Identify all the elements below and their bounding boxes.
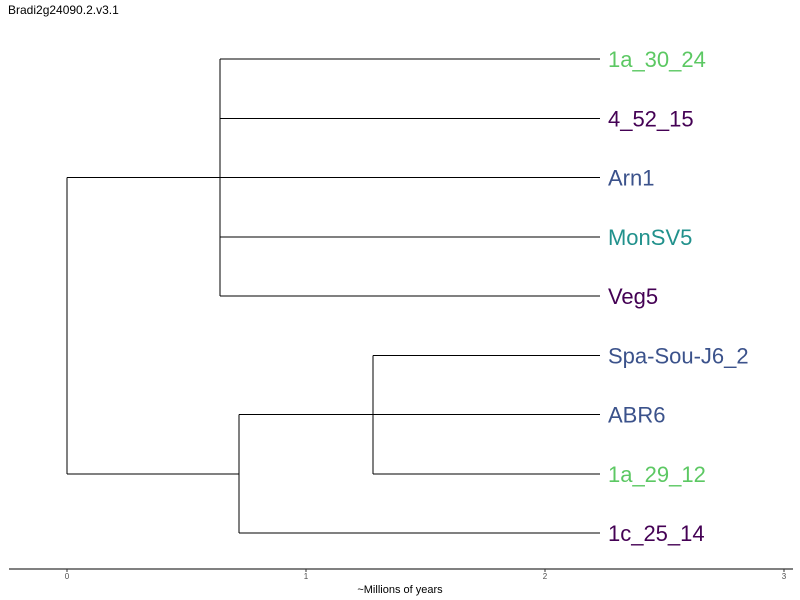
tip-label: Spa-Sou-J6_2 [608,343,749,368]
tip-label: ABR6 [608,403,665,428]
chart-title: Bradi2g24090.2.v3.1 [8,3,119,17]
tip-label: MonSV5 [608,225,692,250]
x-axis-ticks: 0 1 2 3 [65,569,787,581]
tip-label: 1a_29_12 [608,462,706,487]
x-tick-label: 2 [543,572,548,581]
tip-label: 4_52_15 [608,106,694,131]
x-tick-label: 0 [65,572,70,581]
tip-label: Arn1 [608,166,654,191]
x-axis-title: ~Millions of years [357,584,443,596]
tip-label-group: 1a_30_24 4_52_15 Arn1 MonSV5 Veg5 Spa-Sou-J6_… [608,47,749,546]
tip-label: 1c_25_14 [608,521,705,546]
x-tick-label: 1 [304,572,309,581]
branch-group [66,58,600,534]
x-axis: 0 1 2 3 ~Millions of years [9,568,793,596]
x-tick-label: 3 [782,572,787,581]
tip-label: Veg5 [608,284,658,309]
tip-label: 1a_30_24 [608,47,706,72]
